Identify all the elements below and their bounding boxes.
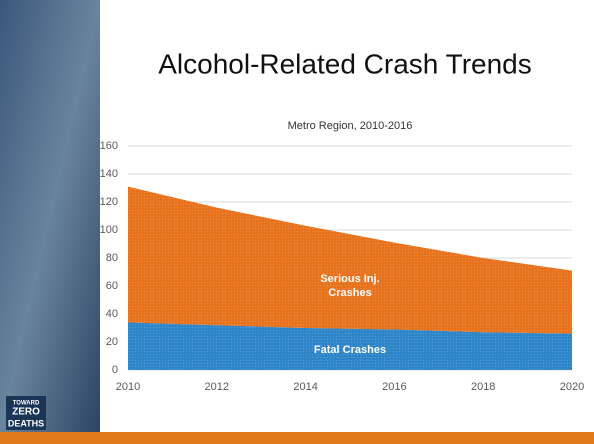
logo-text: DEATHS	[8, 418, 44, 428]
bottom-bar	[0, 432, 594, 444]
logo-text: ZERO	[12, 407, 40, 418]
slide-title: Alcohol-Related Crash Trends	[158, 48, 532, 79]
y-tick-label: 160	[100, 140, 118, 152]
x-tick-label: 2012	[205, 381, 229, 393]
y-tick-label: 140	[100, 168, 118, 180]
y-tick-label: 120	[100, 196, 118, 208]
area-label: Serious Inj. Crashes	[320, 273, 380, 299]
side-strip	[0, 0, 100, 432]
x-tick-label: 2014	[293, 381, 317, 393]
y-tick-label: 0	[112, 364, 118, 376]
area-texture	[128, 186, 572, 334]
y-tick-label: 20	[106, 336, 118, 348]
x-tick-label: 2020	[560, 381, 584, 393]
chart-subtitle: Metro Region, 2010-2016	[288, 120, 413, 132]
x-tick-label: 2010	[116, 381, 140, 393]
area-label: Fatal Crashes	[313, 343, 387, 356]
y-tick-label: 60	[106, 280, 118, 292]
y-tick-label: 80	[106, 252, 118, 264]
logo-text: TOWARD	[13, 401, 40, 407]
y-tick-label: 40	[106, 308, 118, 320]
x-tick-label: 2018	[471, 381, 495, 393]
side-overlay	[0, 0, 100, 432]
area-texture	[128, 322, 572, 370]
y-tick-label: 100	[100, 224, 118, 236]
x-tick-label: 2016	[382, 381, 406, 393]
logo-bg	[6, 396, 46, 430]
